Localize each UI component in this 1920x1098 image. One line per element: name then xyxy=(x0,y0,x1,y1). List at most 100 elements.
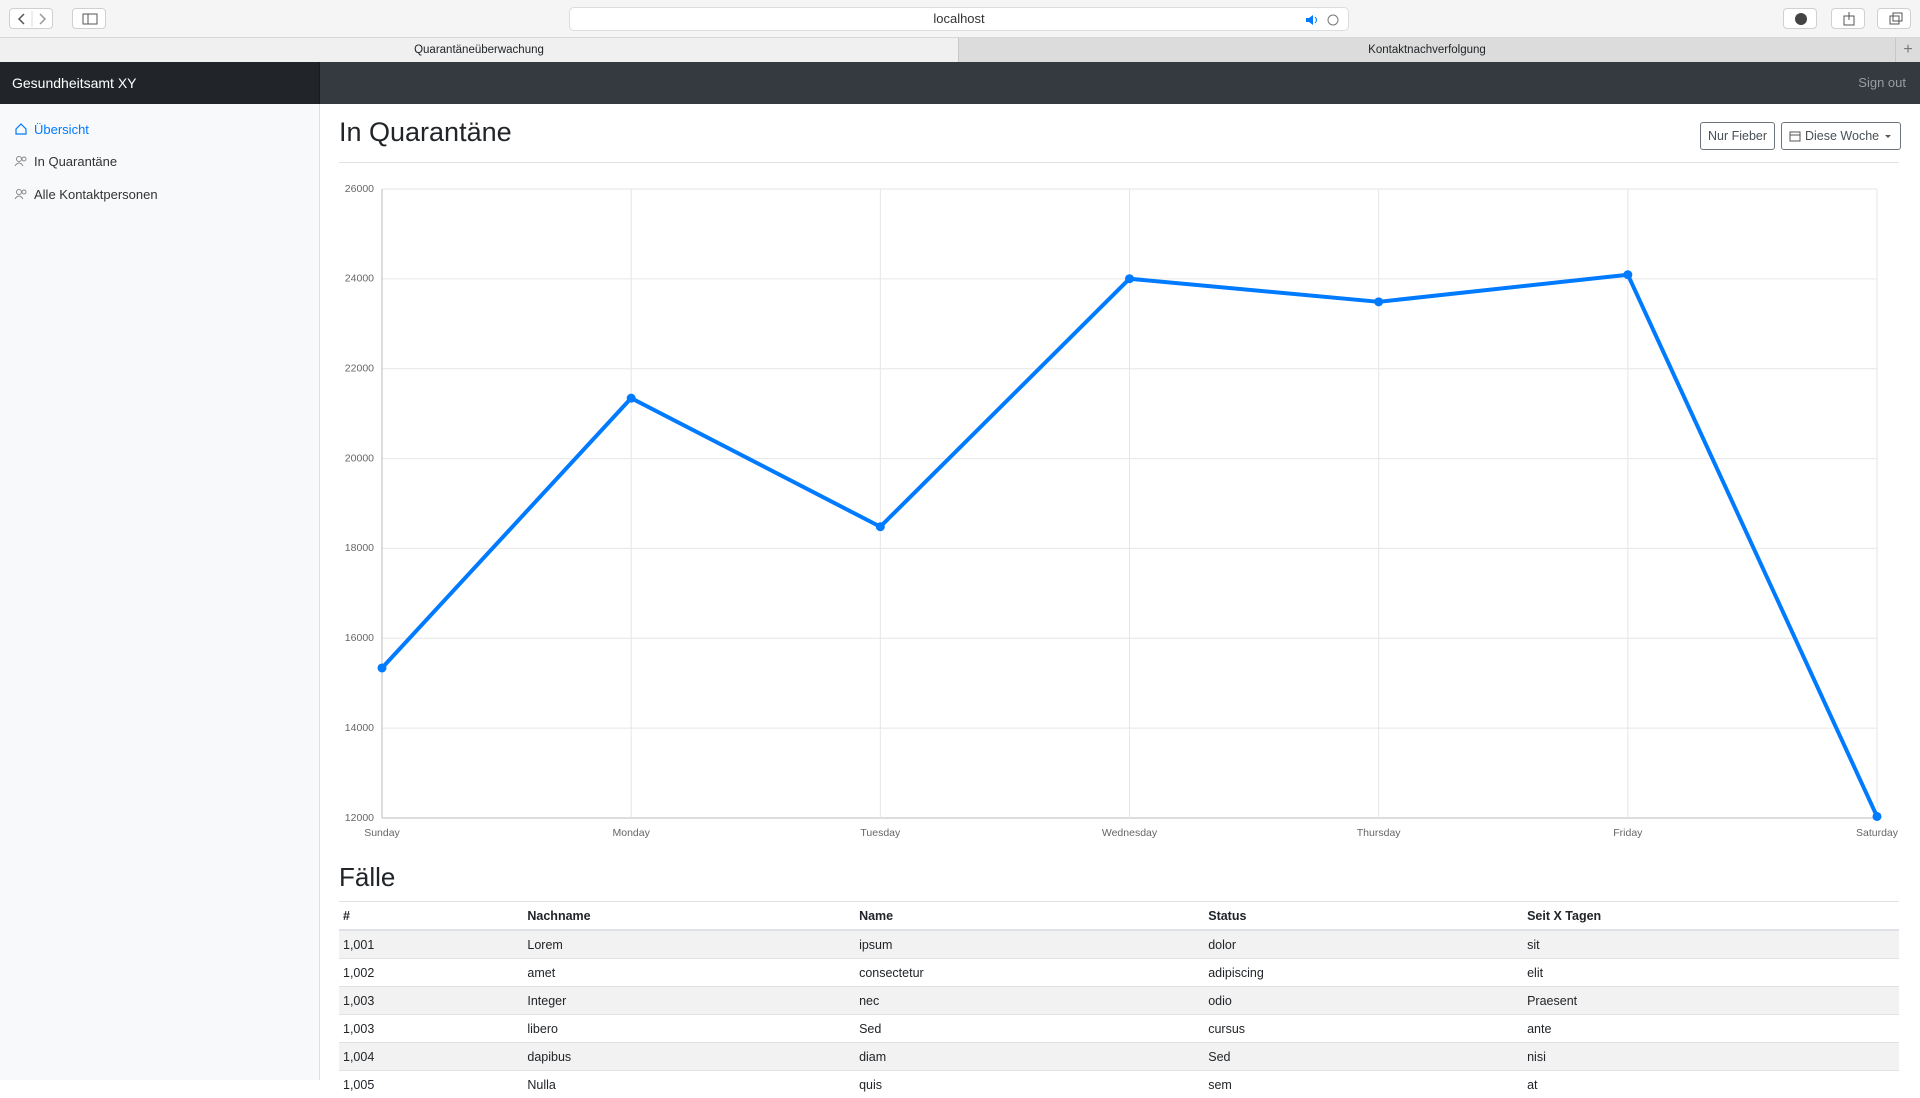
table-cell: 1,004 xyxy=(339,1043,523,1071)
y-tick-label: 26000 xyxy=(345,183,374,195)
table-cell: elit xyxy=(1523,959,1899,987)
data-point xyxy=(1374,297,1383,306)
nav-label: Übersicht xyxy=(34,122,89,137)
table-cell: consectetur xyxy=(855,959,1204,987)
home-icon xyxy=(14,122,28,136)
table-cell: nec xyxy=(855,987,1204,1015)
data-point xyxy=(1623,270,1632,279)
table-cell: odio xyxy=(1204,987,1523,1015)
y-tick-label: 18000 xyxy=(345,542,374,554)
users-icon xyxy=(14,154,28,168)
nav-label: In Quarantäne xyxy=(34,154,117,169)
caret-icon xyxy=(1883,131,1893,141)
data-point xyxy=(627,394,636,403)
x-tick-label: Friday xyxy=(1613,827,1643,839)
table-cell: Integer xyxy=(523,987,855,1015)
table-cell: adipiscing xyxy=(1204,959,1523,987)
line-chart: 12000 14000 16000 18000 20000 22000 24000 26000… xyxy=(320,170,1920,850)
button-label: Diese Woche xyxy=(1805,123,1879,149)
sign-out[interactable]: Sign out xyxy=(1858,62,1906,104)
table-cell: sit xyxy=(1523,930,1899,959)
data-point xyxy=(876,522,885,531)
table-cell: Sed xyxy=(855,1015,1204,1043)
calendar-icon xyxy=(1789,130,1801,142)
nav-buttons[interactable] xyxy=(9,8,53,29)
sidebar-icon xyxy=(73,9,107,29)
table-cell: 1,002 xyxy=(339,959,523,987)
tab-bar: Quarantäneüberwachung Kontaktnachverfolg… xyxy=(0,38,1920,62)
nav-arrows xyxy=(10,9,54,29)
address-icons xyxy=(1304,12,1340,28)
nav-link[interactable]: Übersicht xyxy=(14,119,89,139)
table-cell: dapibus xyxy=(523,1043,855,1071)
table-cell: dolor xyxy=(1204,930,1523,959)
table-cell: quis xyxy=(855,1071,1204,1098)
table-cell: diam xyxy=(855,1043,1204,1071)
nav-link[interactable]: In Quarantäne xyxy=(14,151,117,171)
table-cell: ipsum xyxy=(855,930,1204,959)
navbar: Gesundheitsamt XY Sign out xyxy=(0,62,1920,104)
sidebar: Übersicht In Quarantäne Alle Kontaktpers… xyxy=(0,104,320,1080)
address-text: localhost xyxy=(933,11,984,26)
y-tick-label: 12000 xyxy=(345,812,374,824)
address-bar[interactable]: localhost xyxy=(569,7,1349,31)
table-cell: Lorem xyxy=(523,930,855,959)
tabs-icon xyxy=(1878,9,1912,29)
table-cell: libero xyxy=(523,1015,855,1043)
browser-toolbar: localhost xyxy=(0,0,1920,38)
column-header: Name xyxy=(855,902,1204,931)
table-cell: sem xyxy=(1204,1071,1523,1098)
tab-title: Kontaktnachverfolgung xyxy=(1368,44,1486,56)
column-header: Seit X Tagen xyxy=(1523,902,1899,931)
table-cell: Sed xyxy=(1204,1043,1523,1071)
table-cell: Nulla xyxy=(523,1071,855,1098)
new-tab[interactable]: + xyxy=(1895,38,1920,62)
y-tick-label: 22000 xyxy=(345,362,374,374)
x-tick-label: Tuesday xyxy=(860,827,901,839)
share-icon xyxy=(1832,9,1866,29)
table-cell: nisi xyxy=(1523,1043,1899,1071)
tabs-button[interactable] xyxy=(1877,8,1911,29)
tab-title: Quarantäneüberwachung xyxy=(414,44,544,56)
table-cell: Praesent xyxy=(1523,987,1899,1015)
data-point xyxy=(1873,812,1882,821)
nav-link[interactable]: Alle Kontaktpersonen xyxy=(14,184,158,204)
x-tick-label: Saturday xyxy=(1856,827,1899,839)
y-tick-label: 14000 xyxy=(345,722,374,734)
column-header: Nachname xyxy=(523,902,855,931)
table-cell: amet xyxy=(523,959,855,987)
table-cell: 1,003 xyxy=(339,987,523,1015)
users-icon xyxy=(14,187,28,201)
download-button[interactable] xyxy=(1783,8,1817,29)
x-tick-label: Sunday xyxy=(364,827,400,839)
brand[interactable]: Gesundheitsamt XY xyxy=(0,62,320,104)
week-dropdown[interactable]: Diese Woche xyxy=(1781,122,1901,150)
x-tick-label: Monday xyxy=(612,827,650,839)
y-tick-label: 24000 xyxy=(345,273,374,285)
page-title: In Quarantäne xyxy=(339,117,512,148)
y-tick-label: 16000 xyxy=(345,632,374,644)
nav-label: Alle Kontaktpersonen xyxy=(34,187,158,202)
column-header: Status xyxy=(1204,902,1523,931)
divider xyxy=(339,162,1899,163)
section-title: Fälle xyxy=(339,862,395,893)
tab[interactable]: Kontaktnachverfolgung xyxy=(959,38,1895,62)
filter-button[interactable]: Nur Fieber xyxy=(1700,122,1775,150)
table-cell: 1,003 xyxy=(339,1015,523,1043)
share-button[interactable] xyxy=(1831,8,1865,29)
download-icon xyxy=(1784,9,1818,29)
data-point xyxy=(378,663,387,672)
table-cell: 1,001 xyxy=(339,930,523,959)
x-tick-label: Thursday xyxy=(1357,827,1402,839)
tab[interactable]: Quarantäneüberwachung xyxy=(0,38,959,62)
sidebar-toggle[interactable] xyxy=(72,8,106,29)
y-tick-label: 20000 xyxy=(345,452,374,464)
